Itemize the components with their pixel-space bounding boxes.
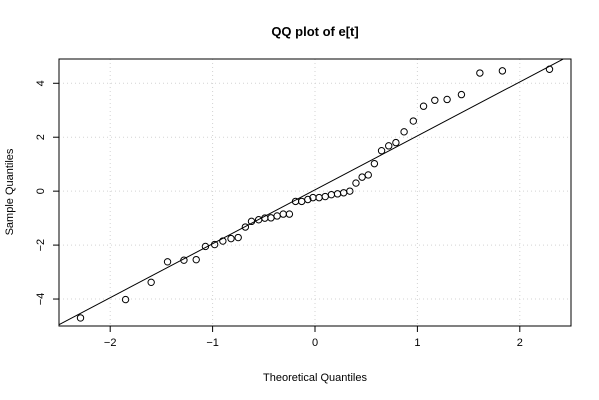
y-axis: −4 −2 0 2 4 xyxy=(35,80,59,305)
chart-title: QQ plot of e[t] xyxy=(271,24,358,39)
data-point xyxy=(392,138,400,147)
data-point xyxy=(443,95,451,104)
x-tick-label: 2 xyxy=(517,337,523,349)
data-point xyxy=(192,255,200,264)
data-point xyxy=(419,102,428,110)
data-point xyxy=(76,314,85,322)
data-point xyxy=(121,295,130,304)
data-point xyxy=(227,234,235,243)
data-point xyxy=(400,128,408,136)
x-tick-label: 1 xyxy=(414,337,420,349)
data-point xyxy=(431,96,439,104)
grid-lines xyxy=(59,59,571,326)
x-axis: −2 −1 0 1 2 xyxy=(104,326,523,349)
y-tick-label: 2 xyxy=(35,134,47,140)
y-tick-label: −4 xyxy=(35,293,47,306)
data-point xyxy=(180,256,188,264)
data-point xyxy=(234,233,242,242)
data-point xyxy=(201,242,210,251)
reference-line-group xyxy=(59,59,565,326)
y-tick-label: 0 xyxy=(35,188,47,194)
y-axis-title: Sample Quantiles xyxy=(4,148,16,235)
data-point xyxy=(377,146,386,155)
data-point xyxy=(210,240,219,249)
data-point xyxy=(385,142,393,150)
data-point xyxy=(285,210,294,218)
data-point xyxy=(241,223,250,231)
data-point xyxy=(247,217,256,226)
reference-line xyxy=(59,59,565,326)
data-point xyxy=(364,171,372,179)
data-point xyxy=(476,69,484,77)
data-point xyxy=(352,179,360,187)
data-point xyxy=(346,187,354,195)
data-points xyxy=(76,65,554,322)
y-tick-label: 4 xyxy=(35,80,47,86)
data-point xyxy=(304,195,312,204)
data-point xyxy=(147,278,155,287)
data-point xyxy=(219,237,227,245)
data-point xyxy=(457,90,466,99)
y-tick-label: −2 xyxy=(35,239,47,252)
data-point xyxy=(545,65,554,73)
x-axis-title: Theoretical Quantiles xyxy=(263,372,367,384)
data-point xyxy=(498,67,507,75)
data-point xyxy=(409,117,418,125)
data-point xyxy=(370,159,379,168)
data-point xyxy=(163,258,172,266)
x-tick-label: −2 xyxy=(104,337,117,349)
x-tick-label: −1 xyxy=(206,337,219,349)
x-tick-label: 0 xyxy=(312,337,318,349)
